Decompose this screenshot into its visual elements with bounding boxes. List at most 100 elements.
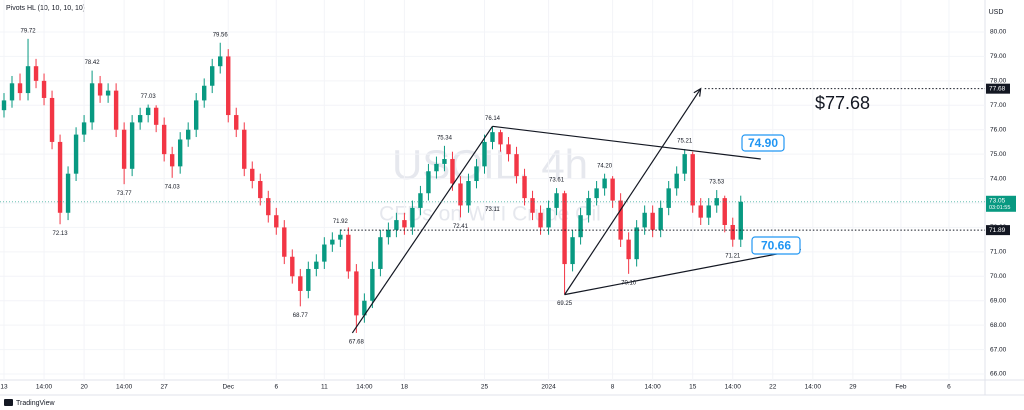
x-tick-label: 18: [401, 384, 409, 391]
pivot-label: 79.56: [213, 32, 229, 38]
candle-body: [506, 144, 511, 155]
x-tick-label: 25: [481, 384, 489, 391]
candle-body: [634, 227, 639, 260]
y-tick-label: 74.00: [990, 175, 1007, 182]
candle-body: [17, 83, 23, 94]
candle-body: [250, 168, 255, 182]
pivot-label: 71.92: [333, 219, 349, 225]
candle-body: [161, 124, 167, 155]
candle-body: [594, 188, 599, 199]
pivot-label: 72.13: [53, 231, 69, 237]
x-tick-label: 29: [849, 384, 857, 391]
pivot-label: 67.68: [349, 340, 365, 346]
candle-body: [706, 205, 711, 218]
candle-body: [426, 171, 431, 194]
candle-body: [97, 83, 103, 96]
y-tick-label: 66.00: [990, 371, 1007, 378]
pivot-label: 79.72: [21, 28, 37, 34]
candle-body: [554, 193, 559, 208]
y-tick-label: 69.00: [990, 297, 1007, 304]
candle-body: [698, 205, 703, 218]
x-tick-label: 14:00: [725, 384, 742, 391]
x-tick-label: 2024: [541, 384, 556, 391]
price-badge: [986, 225, 1010, 236]
candle-body: [153, 107, 159, 125]
pivot-label: 78.42: [85, 60, 101, 66]
target-label: $77.68: [815, 93, 870, 113]
candle-body: [530, 198, 535, 213]
candle-body: [626, 239, 631, 260]
y-tick-label: 76.00: [990, 126, 1007, 133]
candle-body: [121, 129, 127, 169]
candle-body: [610, 178, 615, 201]
candle-body: [338, 234, 343, 240]
candle-body: [306, 268, 311, 291]
candle-body: [33, 66, 39, 81]
pivot-label: 77.03: [141, 94, 157, 100]
candle-body: [9, 83, 15, 101]
candle-body: [674, 173, 679, 189]
candle-body: [49, 97, 55, 142]
trend-line: [564, 88, 702, 295]
brand: TradingView: [16, 400, 55, 407]
x-tick-label: 22: [769, 384, 777, 391]
candle-body: [218, 56, 223, 67]
candle-body: [690, 154, 695, 206]
candle-body: [1, 100, 7, 111]
candle-body: [538, 212, 543, 228]
candle-body: [282, 227, 287, 257]
x-tick-label: 14:00: [356, 384, 373, 391]
candle-body: [658, 207, 663, 230]
candle-body: [434, 163, 439, 172]
y-tick-label: 79.00: [990, 53, 1007, 60]
pivot-label: 75.34: [437, 135, 453, 141]
pivot-label: 74.03: [165, 184, 181, 190]
x-tick-label: 6: [274, 384, 278, 391]
candle-body: [274, 215, 279, 228]
trend-line: [564, 248, 801, 296]
candle-body: [714, 198, 719, 206]
candle-body: [57, 141, 63, 213]
x-tick-label: 14:00: [116, 384, 133, 391]
pivot-label: 69.25: [557, 301, 573, 307]
candle-body: [466, 181, 471, 206]
candle-body: [193, 100, 199, 130]
candle-body: [185, 129, 191, 140]
price-badge-label: 71.89: [989, 227, 1006, 234]
candle-body: [394, 220, 399, 230]
candle-body: [25, 66, 31, 94]
candle-body: [362, 300, 367, 316]
pivot-label: 73.77: [117, 191, 133, 197]
pivot-label: 71.21: [725, 253, 741, 259]
candle-body: [418, 193, 423, 208]
x-tick-label: 11: [321, 384, 328, 391]
candle-body: [578, 215, 583, 238]
pivot-label: 74.20: [597, 163, 613, 169]
candle-body: [314, 261, 319, 269]
price-badge-label: 77.68: [989, 85, 1006, 92]
callout-box: [751, 236, 801, 255]
watermark: USOIL, 4h: [392, 141, 588, 188]
candle-body: [242, 129, 247, 169]
price-badge: [986, 83, 1010, 94]
candle-body: [482, 141, 487, 167]
y-tick-label: 68.00: [990, 322, 1007, 329]
x-tick-label: 8: [611, 384, 615, 391]
candle-body: [522, 176, 527, 199]
pivot-label: 76.14: [485, 116, 501, 122]
x-tick-label: Feb: [895, 384, 907, 391]
candle-body: [514, 154, 519, 177]
last-price-label: 73.05: [989, 197, 1006, 204]
candle-body: [474, 166, 479, 182]
indicator-name: Pivots HL (10, 10, 10, 10): [6, 5, 85, 12]
candle-body: [258, 181, 263, 199]
candle-body: [89, 83, 95, 123]
candle-body: [402, 220, 407, 228]
x-tick-label: Dec: [222, 384, 234, 391]
candle-body: [562, 193, 567, 265]
pivot-label: 73.53: [709, 180, 725, 186]
candle-body: [105, 90, 111, 96]
candle-body: [498, 132, 503, 145]
candle-body: [618, 200, 623, 240]
